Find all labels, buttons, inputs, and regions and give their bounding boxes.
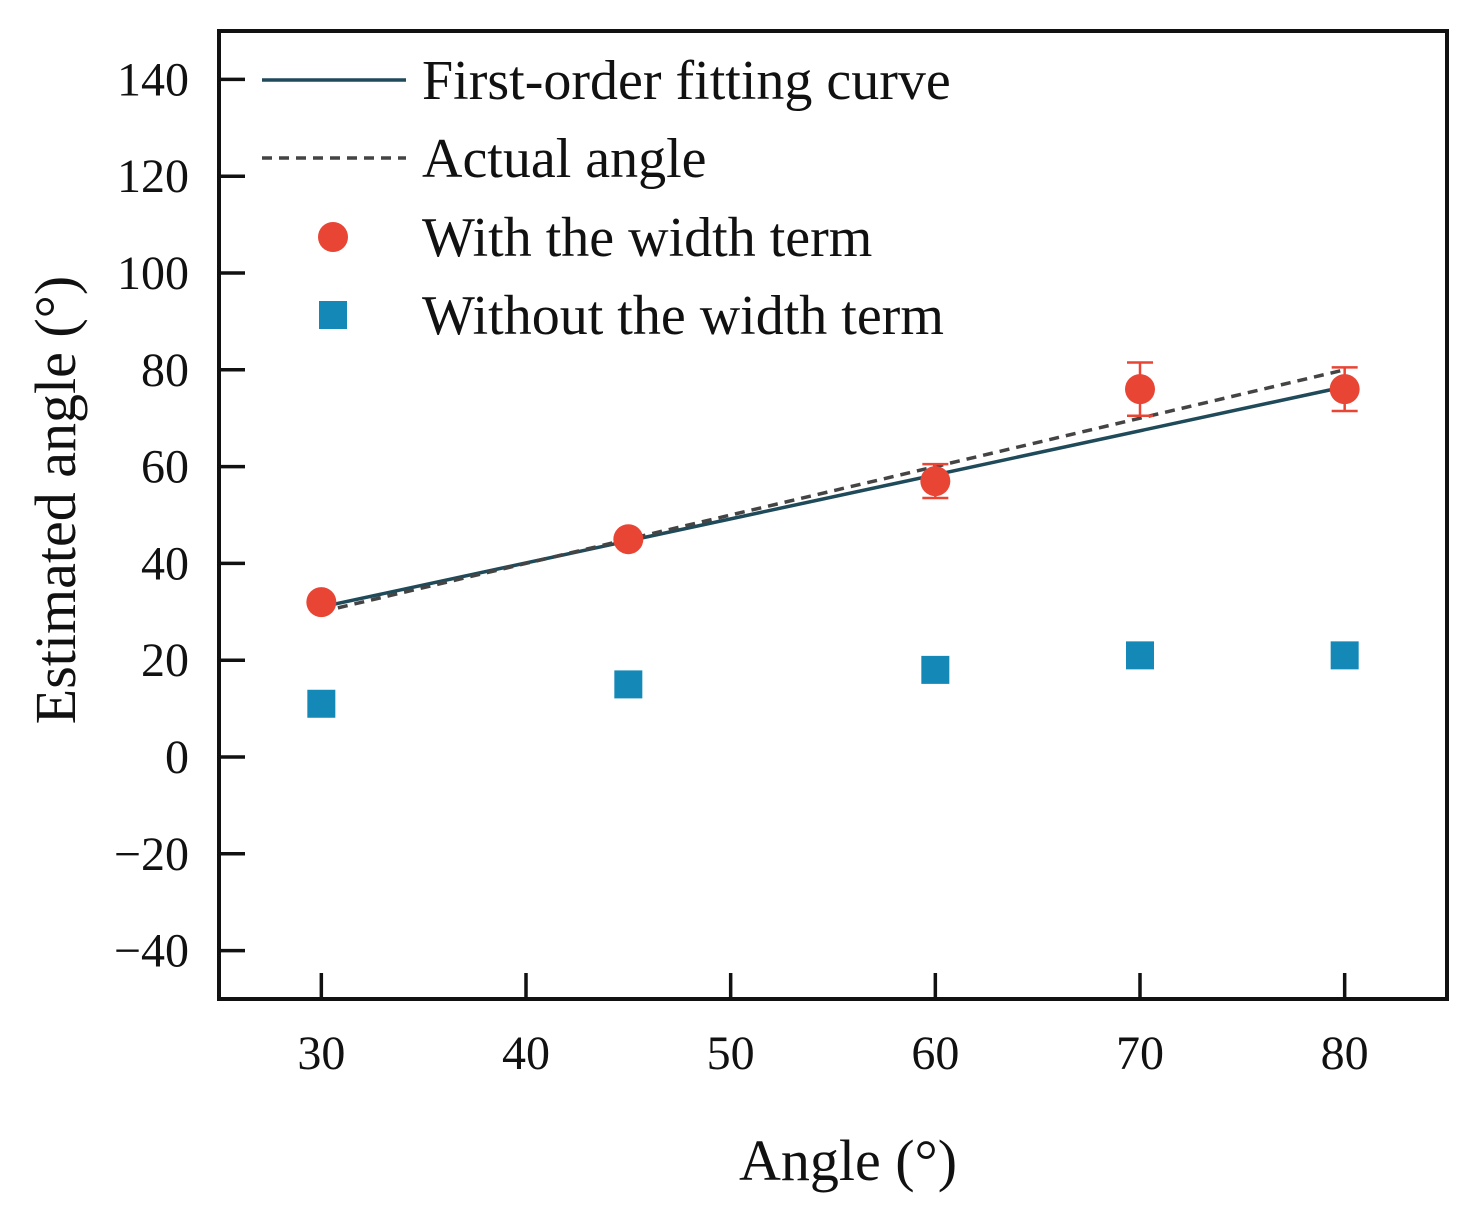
y-tick-label: 60 bbox=[141, 441, 189, 494]
legend: First-order fitting curve Actual angle Wit… bbox=[262, 50, 951, 347]
data-point-circle bbox=[613, 524, 644, 555]
y-tick-label: 20 bbox=[141, 634, 189, 687]
y-tick-label: 140 bbox=[117, 53, 189, 106]
series-line-1 bbox=[320, 368, 1346, 614]
x-tick-label: 40 bbox=[502, 1027, 550, 1080]
y-axis-title: Estimated angle (°) bbox=[23, 276, 88, 724]
y-tick-label: −20 bbox=[114, 828, 189, 881]
y-tick-label: −40 bbox=[114, 925, 189, 978]
axis-ticks: 30 40 50 60 70 80 −40 −20 0 20 40 60 80 100 120 140 bbox=[114, 53, 1369, 1080]
data-point-circle bbox=[920, 466, 951, 497]
legend-marker-circle bbox=[318, 222, 348, 252]
data-point-square bbox=[921, 655, 950, 684]
x-tick-label: 80 bbox=[1321, 1027, 1369, 1080]
legend-label: First-order fitting curve bbox=[422, 50, 951, 112]
data-point-circle bbox=[1329, 374, 1360, 405]
legend-label: With the width term bbox=[422, 207, 872, 269]
plot-layer bbox=[306, 361, 1360, 718]
y-tick-label: 40 bbox=[141, 537, 189, 590]
plot-frame bbox=[217, 29, 1449, 1001]
legend-label: Actual angle bbox=[422, 128, 707, 190]
data-point-square bbox=[1330, 641, 1359, 670]
data-point-square bbox=[307, 689, 336, 718]
x-tick-label: 60 bbox=[911, 1027, 959, 1080]
data-point-square bbox=[614, 670, 643, 699]
x-tick-label: 30 bbox=[297, 1027, 345, 1080]
legend-marker-square bbox=[319, 301, 347, 329]
x-tick-label: 70 bbox=[1116, 1027, 1164, 1080]
y-tick-label: 100 bbox=[117, 247, 189, 300]
y-tick-label: 0 bbox=[165, 731, 189, 784]
x-axis-title: Angle (°) bbox=[739, 1128, 957, 1193]
data-point-square bbox=[1126, 641, 1154, 670]
data-point-circle bbox=[306, 587, 337, 618]
data-point-circle bbox=[1125, 374, 1155, 405]
x-tick-label: 50 bbox=[707, 1027, 755, 1080]
legend-label: Without the width term bbox=[422, 285, 944, 347]
y-tick-label: 120 bbox=[117, 150, 189, 203]
y-tick-label: 80 bbox=[141, 344, 189, 397]
